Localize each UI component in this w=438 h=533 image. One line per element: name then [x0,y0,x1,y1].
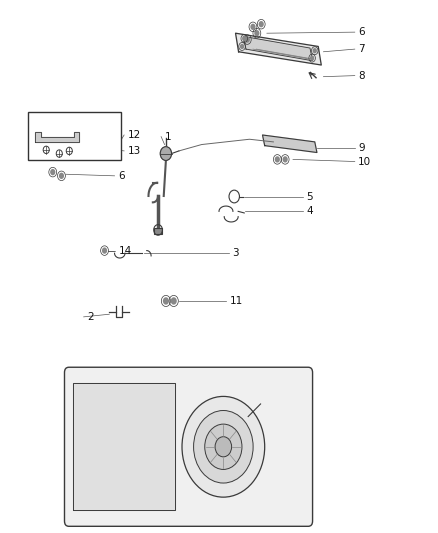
Circle shape [205,424,242,470]
Text: 11: 11 [230,296,243,306]
Circle shape [313,48,317,53]
Bar [154,228,162,234]
Polygon shape [73,383,176,511]
Circle shape [215,437,232,457]
Circle shape [50,169,55,175]
Circle shape [245,36,250,43]
Circle shape [102,247,107,254]
Circle shape [194,410,253,483]
Text: 1: 1 [165,132,171,142]
Circle shape [258,21,264,27]
Circle shape [251,23,255,30]
Circle shape [254,30,259,36]
Text: 7: 7 [358,44,365,54]
Bar [28,112,121,160]
Circle shape [59,173,64,179]
Text: 4: 4 [306,206,313,216]
Circle shape [240,44,244,49]
Circle shape [310,55,314,61]
Text: 12: 12 [127,130,141,140]
Text: 14: 14 [119,246,132,256]
Text: 8: 8 [358,70,365,80]
Polygon shape [244,36,313,61]
Circle shape [171,297,177,305]
Circle shape [160,147,172,160]
Text: 6: 6 [358,27,365,37]
Polygon shape [262,135,317,152]
Text: 3: 3 [232,248,239,259]
Polygon shape [35,132,79,142]
Polygon shape [236,33,321,65]
FancyBboxPatch shape [64,367,313,526]
Circle shape [275,156,280,163]
Circle shape [242,36,247,41]
Text: 5: 5 [306,191,313,201]
Text: 10: 10 [358,157,371,166]
Text: 2: 2 [87,312,94,322]
Text: 13: 13 [127,146,141,156]
Circle shape [163,297,169,305]
Text: 9: 9 [358,143,365,154]
Text: 6: 6 [118,171,125,181]
Circle shape [283,156,288,163]
Circle shape [182,397,265,497]
